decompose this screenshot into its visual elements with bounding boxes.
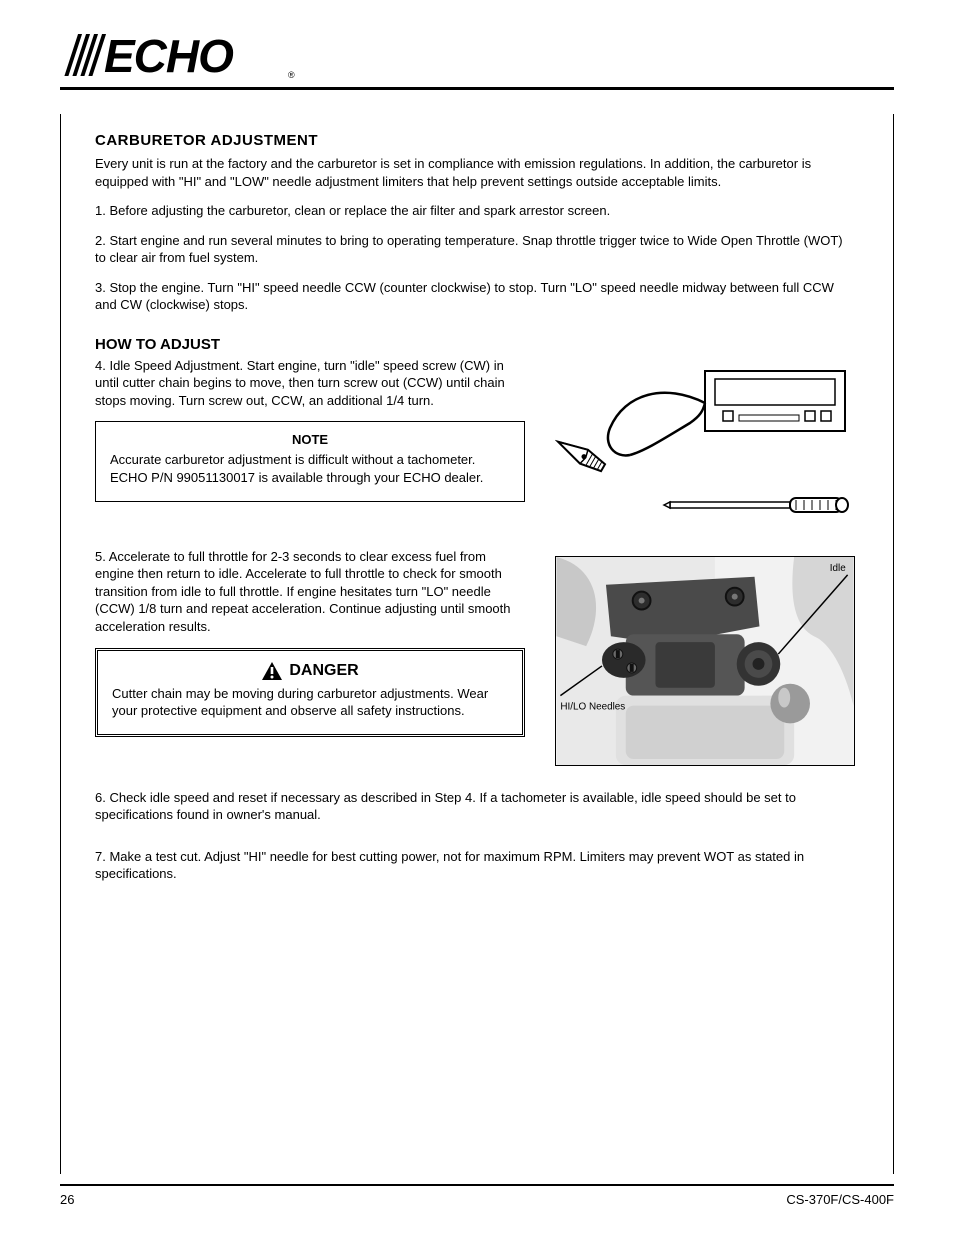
how-to-title: HOW TO ADJUST	[95, 336, 865, 353]
svg-text:ECHO: ECHO	[104, 30, 234, 82]
row-step4: 4. Idle Speed Adjustment. Start engine, …	[95, 357, 865, 548]
idle-label: Idle	[830, 563, 846, 574]
header-bar: ECHO ®	[60, 28, 894, 90]
page: ECHO ® CARBURETOR ADJUSTMENT Every unit …	[0, 0, 954, 1237]
idle-knob-icon	[737, 642, 781, 686]
warning-triangle-icon	[261, 661, 283, 681]
danger-body: Cutter chain may be moving during carbur…	[112, 685, 508, 720]
note-body: Accurate carburetor adjustment is diffic…	[110, 451, 510, 486]
col-right-carb: HI/LO Needles Idle	[555, 548, 865, 771]
note-box: NOTE Accurate carburetor adjustment is d…	[95, 421, 525, 501]
how-to-section: HOW TO ADJUST 4. Idle Speed Adjustment. …	[95, 336, 865, 883]
tachometer-illustration	[555, 363, 855, 543]
note-title: NOTE	[110, 432, 510, 447]
danger-box: DANGER Cutter chain may be moving during…	[95, 648, 525, 737]
hi-lo-label: HI/LO Needles	[560, 701, 625, 712]
col-left-step4: 4. Idle Speed Adjustment. Start engine, …	[95, 357, 531, 548]
carb-adjustment-section: CARBURETOR ADJUSTMENT Every unit is run …	[95, 132, 865, 314]
carb-p2: 1. Before adjusting the carburetor, clea…	[95, 202, 855, 220]
how-to-p1: 4. Idle Speed Adjustment. Start engine, …	[95, 357, 515, 410]
danger-header: DANGER	[112, 661, 508, 681]
carburetor-photo: HI/LO Needles Idle	[555, 556, 855, 766]
danger-title: DANGER	[289, 662, 358, 680]
col-left-step5: 5. Accelerate to full throttle for 2-3 s…	[95, 548, 531, 771]
footer: 26 CS-370F/CS-400F	[60, 1184, 894, 1207]
page-number: 26	[60, 1192, 74, 1207]
carb-p3: 2. Start engine and run several minutes …	[95, 232, 855, 267]
how-to-p3: 6. Check idle speed and reset if necessa…	[95, 789, 855, 824]
how-to-p2: 5. Accelerate to full throttle for 2-3 s…	[95, 548, 515, 636]
carb-adjustment-title: CARBURETOR ADJUSTMENT	[95, 132, 865, 149]
carb-p4: 3. Stop the engine. Turn "HI" speed need…	[95, 279, 855, 314]
svg-text:®: ®	[288, 70, 295, 80]
how-to-bottom: 7. Make a test cut. Adjust "HI" needle f…	[95, 848, 855, 883]
hi-lo-needles-icon	[602, 642, 646, 678]
carb-p1: Every unit is run at the factory and the…	[95, 155, 855, 190]
echo-logo: ECHO ®	[60, 28, 300, 83]
content-frame: CARBURETOR ADJUSTMENT Every unit is run …	[60, 114, 894, 1174]
model-number: CS-370F/CS-400F	[786, 1192, 894, 1207]
col-right-tach	[555, 357, 865, 548]
row-step5: 5. Accelerate to full throttle for 2-3 s…	[95, 548, 865, 771]
